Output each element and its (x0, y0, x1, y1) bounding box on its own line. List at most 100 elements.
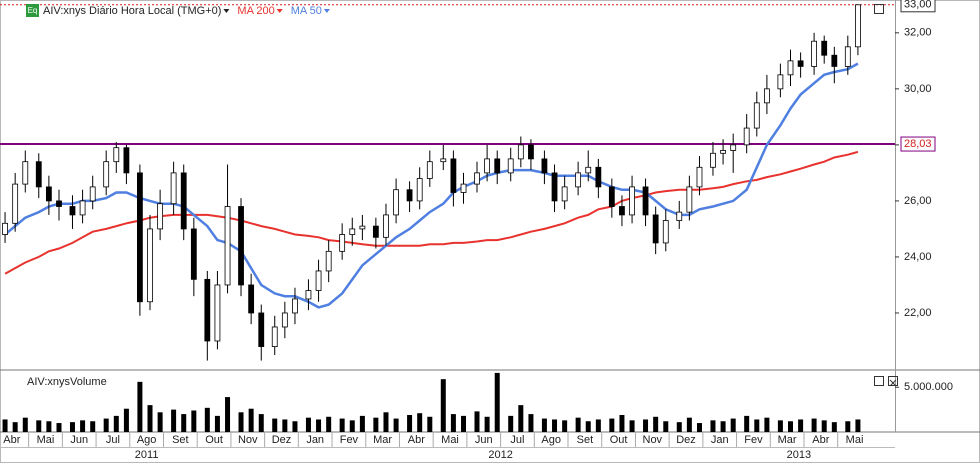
price-box (900, 136, 936, 152)
y-tick-label: 5.000.000 (904, 381, 953, 393)
candle-body (271, 326, 278, 347)
price-box (900, 0, 936, 13)
x-tick-label: Jul (106, 434, 120, 446)
candle-body (325, 250, 332, 272)
volume-bar (147, 405, 153, 432)
volume-bar (643, 419, 649, 432)
marks: 22,0024,0026,0028,0030,0032,005.000.000A… (0, 0, 953, 461)
legend-entry: MA 200 (237, 5, 274, 17)
candle-body (676, 211, 683, 221)
dropdown-icon (323, 9, 330, 13)
window-button[interactable] (874, 4, 884, 14)
moving-average (4, 62, 859, 309)
candle-body (821, 40, 828, 56)
volume-bar (720, 421, 726, 432)
volume-bar (562, 420, 568, 432)
candle-body (787, 60, 794, 76)
volume-bar (46, 421, 52, 432)
badge: Eq (28, 6, 38, 15)
candle-body (460, 183, 467, 193)
candle-body (147, 228, 153, 303)
candle-body (831, 54, 838, 67)
candle-body (710, 152, 716, 168)
badge-box (26, 4, 39, 17)
window-button[interactable] (874, 376, 884, 386)
volume-bar (103, 418, 109, 432)
volume-bar (123, 408, 129, 432)
price-label: 28,03 (904, 138, 932, 150)
volume-bar (528, 414, 534, 432)
volume-bar (845, 421, 851, 432)
x-tick-label: Jun (475, 434, 493, 446)
x-tick-label: Mar (373, 434, 392, 446)
volume-bar (238, 412, 244, 432)
volume-bar (831, 422, 837, 432)
volume-bar (696, 423, 702, 432)
volume-bar (191, 410, 197, 432)
volume-bar (461, 415, 467, 432)
candle-body (730, 144, 737, 151)
volume-bar (575, 417, 581, 432)
candle-body (517, 144, 524, 160)
candle-body (12, 183, 19, 224)
x-tick-label: Set (172, 434, 189, 446)
candle-body (157, 203, 164, 230)
volume-bar (686, 417, 692, 432)
volume-bar (440, 379, 446, 432)
volume-bar (595, 419, 601, 432)
volume-bar (744, 415, 750, 432)
price-label: 33,00 (904, 0, 932, 11)
x-tick-label: Dez (272, 434, 292, 446)
candle-body (494, 158, 501, 174)
candle-body (844, 46, 851, 67)
candle-body (204, 278, 211, 342)
volume-bar (339, 418, 345, 432)
volume-bar (764, 417, 770, 432)
candle-body (440, 158, 447, 163)
volume-bar (552, 419, 558, 432)
volume-bar (349, 420, 355, 432)
volume-bar (484, 416, 490, 432)
x-tick-label: Jul (510, 434, 524, 446)
volume-bar (181, 414, 187, 432)
volume-bar (36, 420, 42, 432)
candle-body (292, 298, 298, 314)
candle-body (561, 186, 568, 202)
x-tick-label: Out (610, 434, 628, 446)
title: AIV:xnys Diário Hora Local (TMG+0) (43, 5, 221, 17)
candle-body (393, 189, 399, 216)
volume-title: AIV:xnysVolume (27, 376, 107, 388)
candle-body (22, 161, 29, 185)
volume-bar (777, 420, 783, 432)
volume-bar (248, 408, 254, 432)
window-button[interactable] (888, 376, 898, 386)
x-tick-label: Jan (306, 434, 324, 446)
candle-body (743, 127, 750, 146)
candle-body (406, 189, 413, 202)
close-icon[interactable] (889, 379, 897, 387)
candle-body (541, 158, 548, 174)
candle-body (777, 74, 784, 90)
x-tick-label: Abr (3, 434, 20, 446)
candle-body (248, 284, 255, 314)
volume-bar (22, 417, 28, 432)
x-tick-label: Mai (37, 434, 55, 446)
candle-body (855, 4, 861, 48)
candle-body (123, 147, 130, 174)
volume-bar (214, 415, 220, 432)
volume-bar (157, 412, 163, 432)
volume-bar (225, 397, 231, 432)
candle-body (349, 228, 356, 235)
candle-body (56, 200, 62, 207)
volume-bar (787, 421, 793, 432)
candle-body (811, 40, 817, 67)
volume-bar (171, 409, 177, 432)
candle-body (281, 312, 288, 328)
candle-body (214, 284, 221, 342)
candle-body (339, 234, 346, 252)
dropdown-icon (223, 9, 230, 13)
candle-body (170, 172, 177, 205)
volume-bar (494, 372, 500, 432)
candle-body (416, 178, 423, 202)
volume-bar (12, 422, 18, 432)
